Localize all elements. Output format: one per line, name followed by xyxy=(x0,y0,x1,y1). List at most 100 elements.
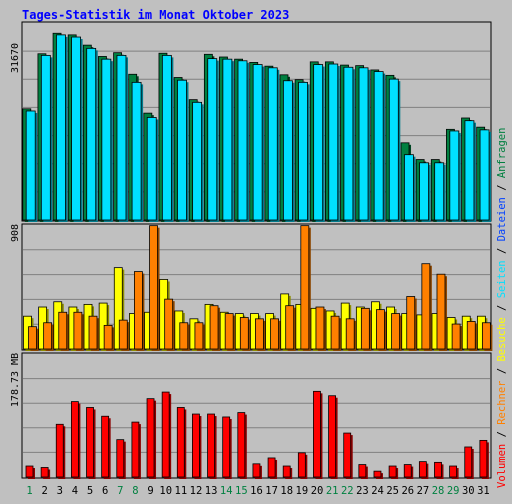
x-tick-label-10: 10 xyxy=(159,485,172,497)
bar-seiten-12 xyxy=(192,101,203,221)
bar-rechner-4 xyxy=(73,311,83,350)
x-tick-label-16: 16 xyxy=(250,485,263,497)
bar-rechner-20 xyxy=(315,306,325,350)
bar-rechner-15 xyxy=(239,317,249,350)
bar-seiten-26 xyxy=(404,154,414,221)
x-tick-label-18: 18 xyxy=(280,485,293,497)
bar-volumen-17 xyxy=(267,457,276,478)
bar-seiten-24 xyxy=(373,71,384,221)
bar-rechner-16 xyxy=(255,318,264,350)
bar-rechner-2 xyxy=(43,322,53,350)
bar-seiten-17 xyxy=(267,67,278,221)
bar-volumen-11 xyxy=(176,407,185,478)
bar-seiten-21 xyxy=(328,63,339,221)
x-tick-label-29: 29 xyxy=(447,485,460,497)
y-tick-label-middle: 908 xyxy=(10,224,21,242)
x-tick-label-25: 25 xyxy=(386,485,399,497)
bar-seiten-28 xyxy=(434,162,445,221)
legend-separator: / xyxy=(496,241,508,260)
bar-seiten-23 xyxy=(358,67,369,221)
x-tick-label-8: 8 xyxy=(132,485,138,497)
bar-rechner-5 xyxy=(88,315,98,350)
bar-seiten-8 xyxy=(131,81,142,221)
x-tick-label-24: 24 xyxy=(371,485,384,497)
x-tick-label-27: 27 xyxy=(417,485,430,497)
bar-rechner-26 xyxy=(406,296,416,350)
x-tick-label-5: 5 xyxy=(87,485,93,497)
bar-seiten-20 xyxy=(313,64,324,221)
bar-seiten-29 xyxy=(449,130,460,221)
panel-top-bars xyxy=(22,32,492,223)
x-tick-label-9: 9 xyxy=(147,485,153,497)
panel-middle-bars xyxy=(23,225,493,351)
bar-volumen-7 xyxy=(116,439,125,478)
bar-volumen-1 xyxy=(25,465,34,478)
bar-volumen-12 xyxy=(192,413,200,478)
legend-item-besuche: Besuche xyxy=(496,317,508,361)
bar-seiten-7 xyxy=(116,54,127,221)
bar-volumen-5 xyxy=(86,407,94,478)
bar-rechner-29 xyxy=(451,323,461,350)
bar-seiten-3 xyxy=(56,34,66,221)
bar-rechner-6 xyxy=(103,324,113,350)
bar-rechner-25 xyxy=(391,313,400,350)
bar-seiten-31 xyxy=(479,129,490,221)
x-tick-label-11: 11 xyxy=(175,485,188,497)
bar-rechner-9 xyxy=(149,225,158,350)
bar-volumen-16 xyxy=(252,463,261,478)
bar-rechner-23 xyxy=(360,307,370,350)
bar-rechner-24 xyxy=(376,309,385,350)
bar-volumen-15 xyxy=(237,412,246,478)
bar-volumen-19 xyxy=(297,452,306,478)
bar-rechner-8 xyxy=(134,271,143,350)
bar-seiten-10 xyxy=(161,54,172,221)
bar-seiten-22 xyxy=(343,66,354,221)
y-tick-label-bottom: 178.73 MB xyxy=(10,353,21,407)
bar-rechner-31 xyxy=(481,322,491,350)
bar-rechner-18 xyxy=(285,305,295,350)
bar-volumen-30 xyxy=(464,446,473,478)
bar-volumen-25 xyxy=(388,465,397,478)
x-tick-label-21: 21 xyxy=(326,485,339,497)
bar-volumen-28 xyxy=(434,461,442,478)
x-tick-label-4: 4 xyxy=(72,485,78,497)
legend-separator: / xyxy=(496,425,508,444)
x-tick-label-26: 26 xyxy=(401,485,414,497)
bar-seiten-2 xyxy=(40,54,51,221)
bar-seiten-27 xyxy=(419,162,429,221)
bar-besuche-7 xyxy=(113,267,123,350)
x-tick-label-17: 17 xyxy=(265,485,278,497)
panel-bottom-bars xyxy=(25,390,489,479)
bar-volumen-23 xyxy=(358,464,367,478)
x-tick-label-7: 7 xyxy=(117,485,123,497)
legend-separator: / xyxy=(496,362,508,381)
x-tick-label-14: 14 xyxy=(220,485,233,497)
bar-rechner-10 xyxy=(164,298,174,350)
bar-volumen-4 xyxy=(70,401,79,478)
legend-item-seiten: Seiten xyxy=(496,260,508,298)
bar-rechner-3 xyxy=(58,311,68,350)
x-tick-label-15: 15 xyxy=(235,485,248,497)
bar-seiten-30 xyxy=(464,120,475,221)
bar-seiten-4 xyxy=(71,36,81,221)
bar-volumen-18 xyxy=(282,465,291,478)
bar-seiten-25 xyxy=(388,78,399,221)
x-axis-labels: 1 2 3 4 5 6 7 8 9 10 11 12 13 14 15 16 17 18 19 20 21 22 23 24 2… xyxy=(26,485,489,497)
bar-seiten-15 xyxy=(237,60,248,221)
bar-volumen-10 xyxy=(161,391,170,478)
bar-volumen-27 xyxy=(418,461,427,478)
x-tick-label-20: 20 xyxy=(311,485,324,497)
legend-item-anfragen: Anfragen xyxy=(496,128,508,179)
x-tick-label-30: 30 xyxy=(462,485,475,497)
bar-seiten-6 xyxy=(101,58,112,221)
panel-bottom-frame xyxy=(21,352,492,479)
bar-volumen-2 xyxy=(40,467,49,478)
bar-seiten-1 xyxy=(25,110,36,221)
bar-seiten-9 xyxy=(146,117,157,221)
bar-seiten-19 xyxy=(298,81,308,221)
bar-volumen-6 xyxy=(101,415,110,478)
x-tick-label-6: 6 xyxy=(102,485,108,497)
bar-volumen-31 xyxy=(479,439,488,478)
